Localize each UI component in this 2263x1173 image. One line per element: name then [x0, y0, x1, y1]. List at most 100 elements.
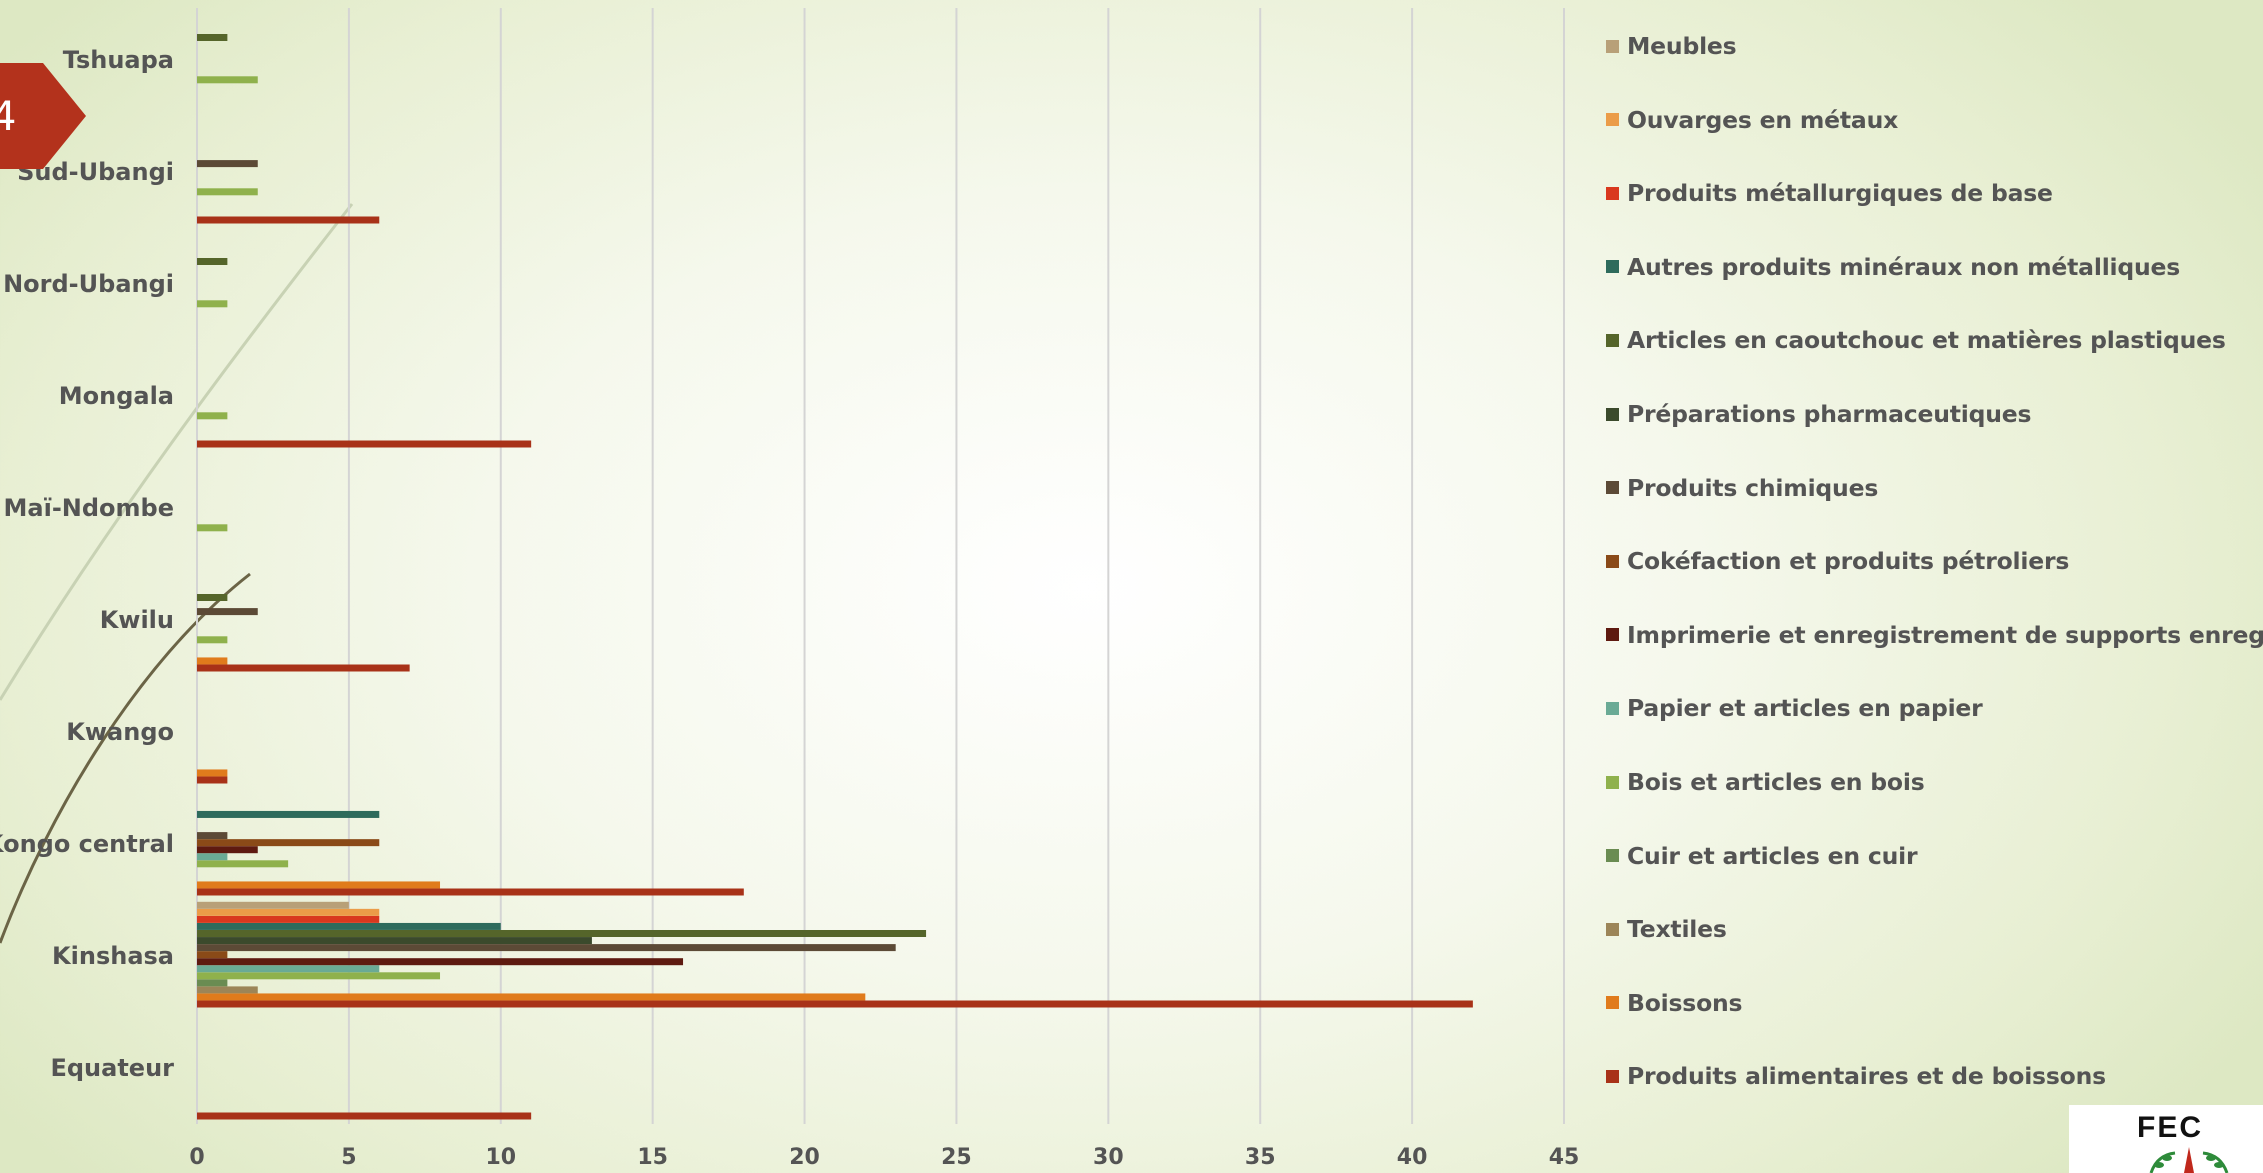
legend-swatch: [1606, 39, 1619, 53]
bar: [197, 776, 228, 784]
bar: [197, 937, 592, 945]
x-tick-label: 30: [1093, 1145, 1124, 1170]
x-tick-label: 5: [341, 1145, 356, 1170]
legend-label: Autres produits minéraux non métalliques: [1627, 252, 2181, 281]
category-label: Maï-Ndombe: [4, 494, 174, 522]
slide-number-tab-shape: [0, 63, 86, 169]
legend-swatch: [1606, 628, 1619, 642]
legend-swatch: [1606, 333, 1619, 347]
legend-item: Bois et articles en bois: [1606, 767, 1925, 797]
bar: [197, 657, 228, 665]
x-tick-label: 15: [637, 1145, 668, 1170]
bar: [197, 769, 228, 777]
bar: [197, 188, 258, 196]
legend-item: Articles en caoutchouc et matières plast…: [1606, 325, 2226, 355]
bar: [197, 664, 410, 672]
legend-swatch: [1606, 775, 1619, 789]
legend-swatch: [1606, 554, 1619, 568]
bar: [197, 993, 866, 1001]
logo-text: FEC: [2137, 1111, 2203, 1144]
bar: [197, 846, 258, 854]
legend-label: Articles en caoutchouc et matières plast…: [1627, 326, 2226, 355]
legend-label: Produits chimiques: [1627, 473, 1879, 502]
bar: [197, 832, 228, 840]
category-label: Equateur: [50, 1054, 174, 1082]
legend-label: Produits métallurgiques de base: [1627, 179, 2053, 208]
bar: [197, 524, 228, 532]
legend-item: Boissons: [1606, 988, 1743, 1018]
bar: [197, 810, 380, 818]
x-tick-label: 10: [485, 1145, 516, 1170]
legend-item: Ouvarges en métaux: [1606, 105, 1898, 135]
bar: [197, 915, 380, 923]
slide-number: 4: [0, 94, 17, 140]
legend-swatch: [1606, 407, 1619, 421]
bar: [197, 76, 258, 84]
category-label: Kinshasa: [52, 942, 174, 970]
bar: [197, 930, 927, 937]
bar: [197, 594, 228, 601]
bar: [197, 300, 228, 308]
logo-emblem-icon: [2149, 1147, 2229, 1173]
bar: [197, 853, 228, 861]
bar: [197, 944, 896, 952]
bar: [197, 986, 258, 994]
legend-item: Textiles: [1606, 914, 1727, 944]
gridlines: [196, 8, 1565, 1124]
legend-swatch: [1606, 113, 1619, 127]
x-tick-label: 35: [1245, 1145, 1276, 1170]
bar: [197, 888, 744, 896]
category-label: Kongo central: [0, 830, 174, 858]
legend-item: Imprimerie et enregistrement de supports…: [1606, 620, 2263, 650]
bars: [197, 34, 1473, 1120]
x-tick-labels: 0 5 10 15 20 25 30 35 40 45: [189, 1145, 1579, 1170]
legend-label: Préparations pharmaceutiques: [1627, 400, 2032, 428]
legend-label: Boissons: [1627, 988, 1743, 1017]
fec-logo: FEC: [2069, 1105, 2263, 1173]
legend-item: Produits chimiques: [1606, 473, 1878, 503]
category-label: Kwango: [66, 718, 174, 746]
x-tick-label: 0: [189, 1145, 204, 1170]
bar: [197, 34, 228, 41]
bar: [197, 1112, 532, 1120]
bar: [197, 216, 380, 224]
legend-swatch: [1606, 849, 1619, 863]
category-label: Nord-Ubangi: [3, 270, 174, 298]
bar: [197, 412, 228, 420]
legend-swatch: [1606, 1069, 1619, 1083]
legend-label: Papier et articles en papier: [1627, 694, 1983, 723]
bar: [197, 972, 441, 980]
bar: [197, 908, 380, 916]
legend-label: Ouvarges en métaux: [1627, 105, 1899, 134]
legend-item: Produits métallurgiques de base: [1606, 178, 2053, 208]
legend-swatch: [1606, 260, 1619, 274]
bar: [197, 901, 349, 909]
legend-label: Cuir et articles en cuir: [1627, 841, 1918, 870]
bar: [197, 258, 228, 265]
bar: [197, 160, 258, 168]
legend-label: Imprimerie et enregistrement de supports…: [1627, 620, 2263, 649]
bar: [197, 922, 501, 930]
slide-number-tab: 4: [0, 63, 86, 169]
legend-label: Textiles: [1627, 915, 1727, 944]
bar: [197, 979, 228, 987]
bar: [197, 881, 441, 889]
bar: [197, 958, 684, 966]
legend-label: Bois et articles en bois: [1627, 768, 1925, 796]
legend-label: Produits alimentaires et de boissons: [1627, 1062, 2106, 1091]
legend-label: Cokéfaction et produits pétroliers: [1627, 547, 2070, 576]
legend-item: Meubles: [1606, 31, 1737, 61]
legend-swatch: [1606, 922, 1619, 936]
bar: [197, 608, 258, 616]
legend-item: Produits alimentaires et de boissons: [1606, 1061, 2106, 1091]
bar: [197, 440, 532, 448]
legend-swatch: [1606, 996, 1619, 1010]
category-label: Tshuapa: [63, 46, 174, 74]
legend-item: Autres produits minéraux non métalliques: [1606, 252, 2180, 282]
category-label: Kwilu: [100, 606, 174, 634]
legend-item: Cuir et articles en cuir: [1606, 841, 1918, 871]
x-tick-label: 40: [1397, 1145, 1428, 1170]
legend-swatch: [1606, 701, 1619, 715]
x-tick-label: 45: [1549, 1145, 1580, 1170]
